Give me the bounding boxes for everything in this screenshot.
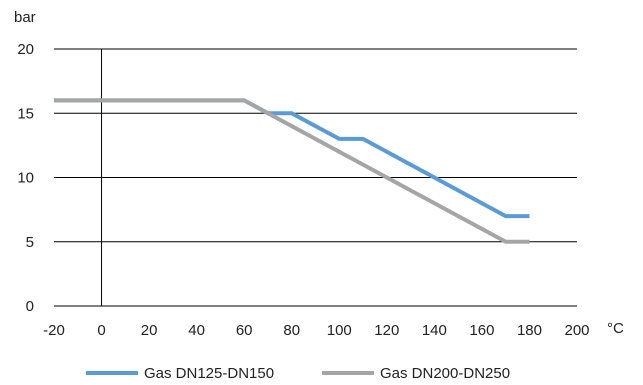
series-line-1 <box>54 98 530 219</box>
x-tick-label: 60 <box>236 322 253 339</box>
x-tick-label: 40 <box>188 322 205 339</box>
y-tick-label: 20 <box>17 41 34 58</box>
gridlines <box>54 48 577 307</box>
x-tick-label: 120 <box>374 322 399 339</box>
y-tick-label: 10 <box>17 170 34 187</box>
series-line-2 <box>54 98 530 244</box>
x-tick-label: 80 <box>283 322 300 339</box>
tick-labels: 0 5 10 15 20 -20 0 20 40 60 80 100 120 140 160 180 200 <box>17 41 589 339</box>
y-tick-label: 0 <box>26 298 34 315</box>
y-axis-unit-label: bar <box>14 9 36 26</box>
x-tick-label: 200 <box>564 322 589 339</box>
y-tick-label: 5 <box>26 234 34 251</box>
x-tick-label: 20 <box>141 322 158 339</box>
x-tick-label: 160 <box>469 322 494 339</box>
x-axis-unit-label: °C <box>607 320 624 337</box>
legend: Gas DN125-DN150 Gas DN200-DN250 <box>86 365 510 382</box>
x-tick-label: 140 <box>422 322 447 339</box>
y-tick-label: 15 <box>17 105 34 122</box>
series-lines <box>54 98 530 244</box>
x-tick-label: 100 <box>327 322 352 339</box>
legend-label-2: Gas DN200-DN250 <box>380 365 510 382</box>
x-tick-label: 180 <box>517 322 542 339</box>
x-tick-label: 0 <box>97 322 105 339</box>
x-tick-label: -20 <box>43 322 65 339</box>
legend-label-1: Gas DN125-DN150 <box>144 365 274 382</box>
